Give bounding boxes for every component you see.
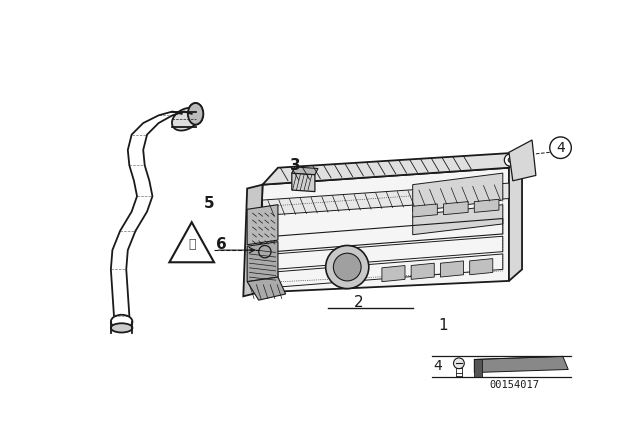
Text: 6: 6 — [216, 237, 227, 252]
Ellipse shape — [188, 103, 204, 125]
Polygon shape — [262, 152, 522, 185]
Circle shape — [326, 246, 369, 289]
Polygon shape — [243, 185, 262, 296]
Polygon shape — [247, 205, 278, 245]
Polygon shape — [413, 173, 503, 211]
Ellipse shape — [111, 323, 132, 332]
Text: 4: 4 — [556, 141, 565, 155]
Polygon shape — [470, 258, 493, 275]
Text: 4: 4 — [433, 358, 442, 373]
Text: 5: 5 — [204, 196, 214, 211]
Text: 00154017: 00154017 — [490, 380, 540, 390]
Ellipse shape — [172, 108, 199, 130]
Circle shape — [454, 358, 464, 369]
Text: ✋: ✋ — [188, 238, 195, 251]
Polygon shape — [259, 168, 509, 293]
Polygon shape — [509, 140, 536, 181]
Polygon shape — [413, 204, 437, 217]
Polygon shape — [382, 266, 405, 282]
Circle shape — [550, 137, 572, 159]
Polygon shape — [292, 173, 315, 192]
Polygon shape — [444, 202, 468, 215]
Text: 1: 1 — [438, 318, 448, 333]
Circle shape — [508, 158, 513, 162]
Polygon shape — [474, 359, 482, 377]
Polygon shape — [292, 167, 318, 175]
Polygon shape — [413, 205, 503, 235]
Text: 2: 2 — [354, 295, 364, 310]
Circle shape — [333, 253, 361, 281]
Polygon shape — [247, 241, 278, 282]
Circle shape — [504, 154, 516, 166]
Polygon shape — [509, 152, 522, 281]
Polygon shape — [247, 277, 285, 300]
Polygon shape — [474, 199, 499, 212]
Polygon shape — [474, 356, 568, 373]
Polygon shape — [262, 183, 509, 215]
Text: 3: 3 — [291, 158, 301, 173]
Polygon shape — [411, 263, 435, 280]
Polygon shape — [440, 261, 463, 277]
